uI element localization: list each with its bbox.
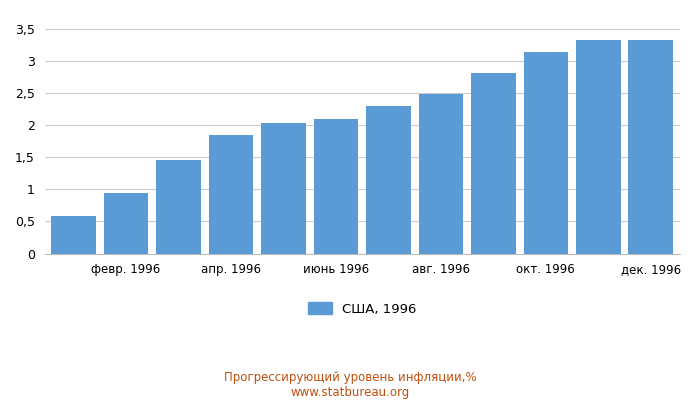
Bar [366,106,411,254]
Bar [314,119,358,254]
Text: Прогрессирующий уровень инфляции,%: Прогрессирующий уровень инфляции,% [224,372,476,384]
Bar [576,40,621,254]
Legend: США, 1996: США, 1996 [308,302,416,316]
Bar [629,40,673,254]
Bar [156,160,201,254]
Bar [104,193,148,254]
Text: www.statbureau.org: www.statbureau.org [290,386,410,399]
Bar [524,52,568,254]
Bar [419,94,463,254]
Bar [261,123,306,254]
Bar [209,135,253,254]
Bar [471,73,516,254]
Bar [51,216,96,254]
